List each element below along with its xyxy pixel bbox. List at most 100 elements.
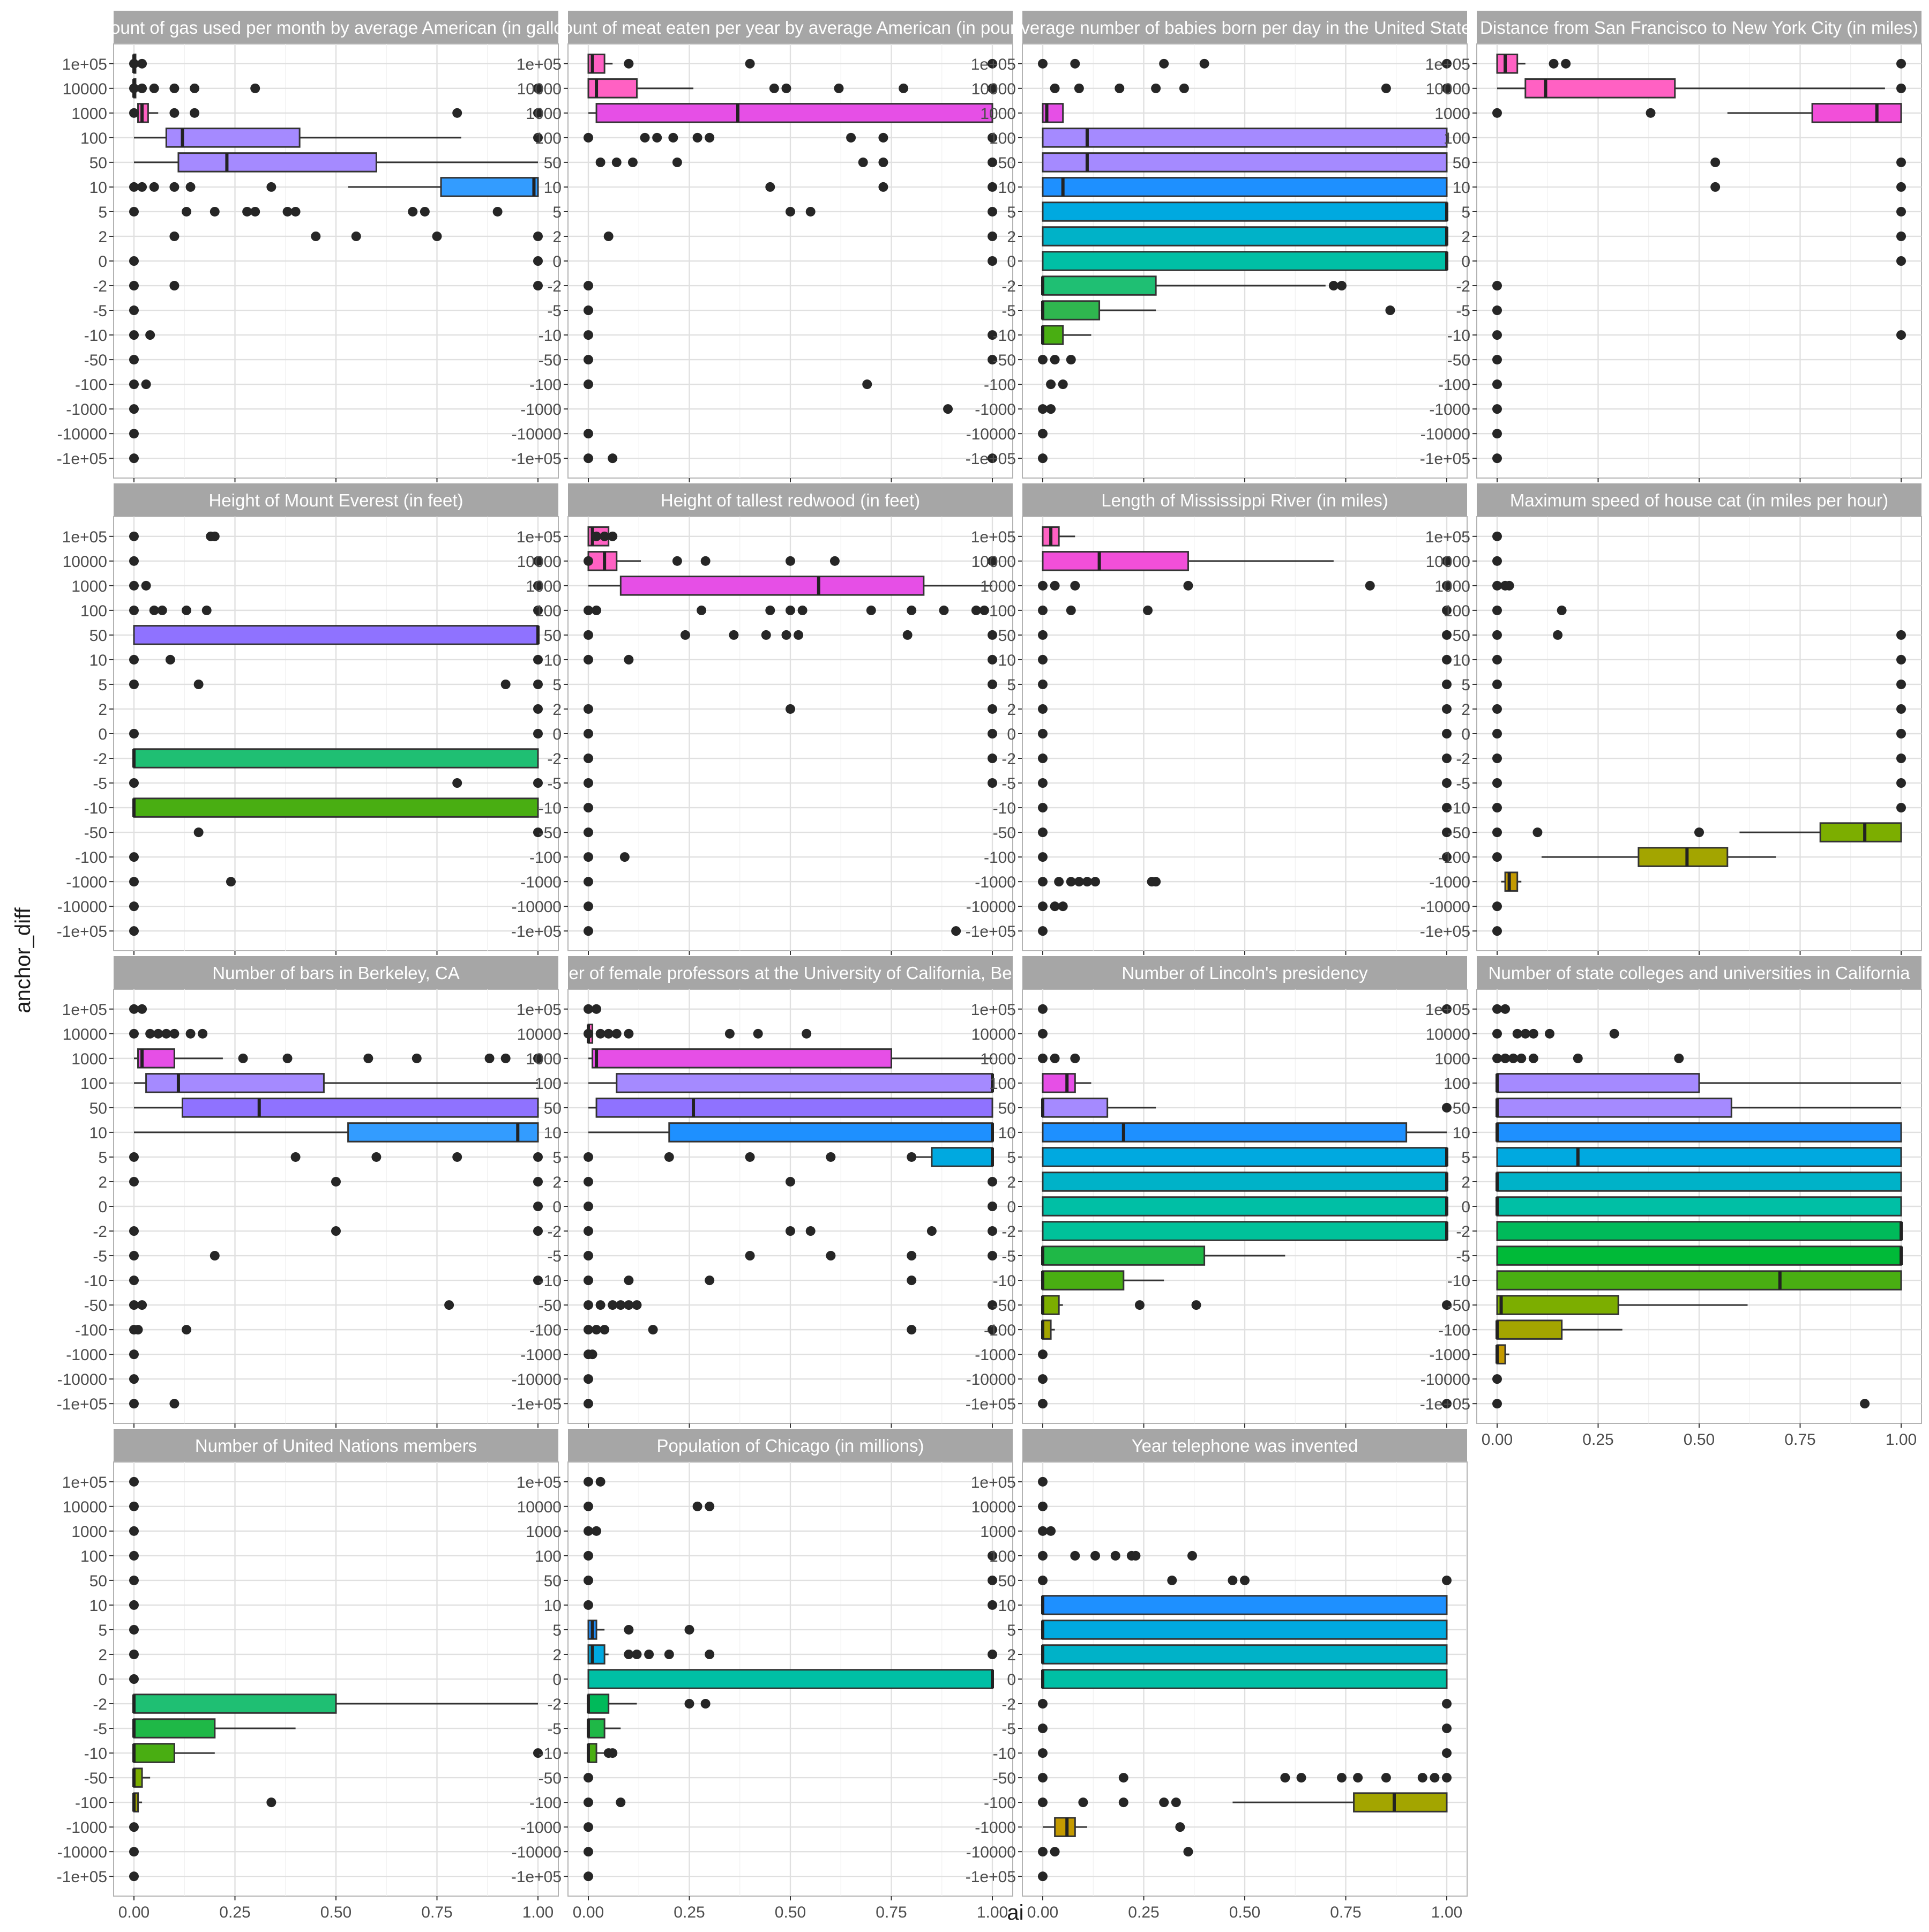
outlier-point [584,1871,593,1882]
outlier-point [988,1575,997,1585]
outlier-point [129,778,139,788]
outlier-point [988,1300,997,1310]
outlier-point [1549,58,1559,69]
y-tick-label: -100 [1438,1322,1470,1339]
outlier-point [1038,778,1048,788]
outlier-point [282,1053,293,1063]
y-tick-label: 50 [89,154,107,172]
outlier-point [988,256,997,266]
y-tick-label: -2 [1456,1223,1470,1241]
facet-strip [568,956,1013,989]
outlier-point [1646,108,1656,118]
outlier-point [1038,1476,1048,1487]
outlier-point [1070,1550,1080,1561]
outlier-point [1694,827,1704,838]
y-tick-label: -1e+05 [57,923,107,941]
outlier-point [1492,1004,1502,1014]
y-tick-label: -50 [539,824,562,842]
box--10 [133,797,539,818]
outlier-point [584,1004,593,1014]
outlier-point [169,281,180,291]
outlier-point [182,1325,192,1335]
facet-strip [1477,483,1921,517]
outlier-point [250,83,260,93]
box-10 [440,177,539,197]
outlier-point [1115,83,1125,93]
y-tick-label: 50 [1453,154,1470,172]
box-10 [1042,1122,1408,1143]
outlier-point [584,1300,593,1310]
panel-1: Amount of meat eaten per year by average… [511,11,1013,503]
outlier-point [826,1251,836,1261]
y-tick-label: -100 [529,376,562,394]
outlier-point [1066,605,1076,615]
outlier-point [729,630,739,640]
facet-strip [1022,11,1467,44]
outlier-point [608,1748,618,1758]
box-1e+05 [587,54,605,74]
x-tick-label: 0.25 [219,1904,250,1921]
outlier-point [141,580,151,591]
outlier-point [1512,1028,1522,1039]
box--2 [1496,1221,1902,1241]
outlier-point [1508,1053,1519,1063]
outlier-point [753,1028,763,1039]
box-100 [1496,1073,1700,1093]
outlier-point [1038,704,1048,714]
outlier-point [500,1053,511,1063]
outlier-point [878,157,888,167]
y-tick-label: -1000 [975,1346,1016,1364]
y-tick-label: -100 [984,376,1016,394]
outlier-point [129,404,139,414]
y-tick-label: 50 [544,1100,562,1117]
outlier-point [1187,1550,1197,1561]
outlier-point [988,1325,997,1335]
outlier-point [1183,580,1193,591]
y-tick-label: 2 [1461,1174,1470,1191]
y-tick-label: 50 [89,1572,107,1590]
outlier-point [988,1226,997,1236]
outlier-point [988,556,997,566]
outlier-point [805,206,816,217]
outlier-point [988,1600,997,1610]
box-50 [1042,152,1448,173]
y-tick-label: -100 [984,849,1016,867]
outlier-point [331,1176,341,1187]
outlier-point [129,330,139,340]
outlier-point [201,605,212,615]
outlier-point [129,281,139,291]
outlier-point [705,1649,715,1659]
outlier-point [1050,901,1060,912]
box-1000 [592,1048,893,1069]
outlier-point [1442,827,1452,838]
y-tick-label: 5 [1007,1149,1016,1167]
outlier-point [129,1526,139,1536]
outlier-point [1066,355,1076,365]
y-tick-label: -2 [1001,1223,1016,1241]
y-tick-label: 50 [998,1572,1016,1590]
outlier-point [169,83,180,93]
outlier-point [250,206,260,217]
outlier-point [185,1028,196,1039]
outlier-point [533,556,543,566]
y-tick-label: -10 [993,800,1016,817]
x-tick-label: 1.00 [522,1904,554,1921]
outlier-point [533,729,543,739]
y-tick-label: 0 [1007,1198,1016,1216]
y-tick-label: 0 [552,253,562,271]
outlier-point [1896,83,1906,93]
outlier-point [1038,901,1048,912]
outlier-point [616,1300,626,1310]
outlier-point [765,605,775,615]
y-tick-label: -100 [984,1794,1016,1812]
facet-title: Number of state colleges and universitie… [1489,963,1911,983]
outlier-point [1328,281,1339,291]
outlier-point [603,231,614,241]
outlier-point [988,206,997,217]
box-2 [1042,226,1448,247]
outlier-point [1442,1004,1452,1014]
box-1e+05 [1496,54,1519,74]
y-tick-label: 5 [98,1622,107,1639]
facet-title: Number of female professors at the Unive… [521,963,1059,983]
